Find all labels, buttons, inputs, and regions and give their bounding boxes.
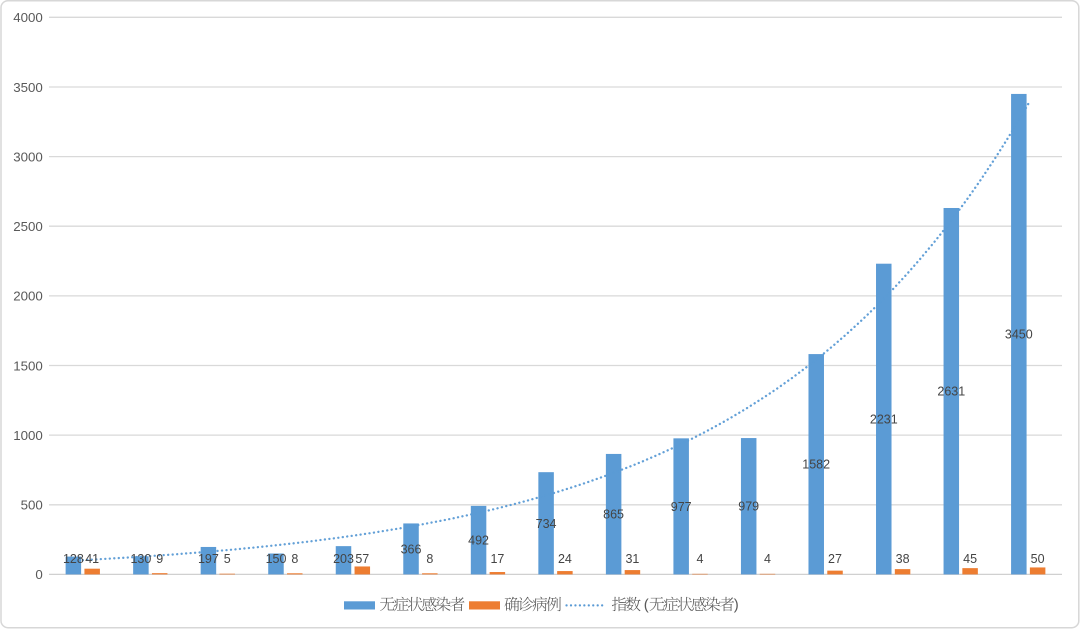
svg-text:(: ( [644, 597, 649, 614]
svg-text:8: 8 [426, 552, 433, 566]
svg-text:128: 128 [63, 552, 84, 566]
svg-text:4: 4 [697, 552, 704, 566]
svg-text:5: 5 [224, 552, 231, 566]
svg-text:500: 500 [21, 498, 43, 513]
svg-text:0: 0 [35, 567, 42, 582]
svg-text:2631: 2631 [937, 385, 965, 399]
svg-text:734: 734 [536, 517, 557, 531]
svg-text:366: 366 [401, 542, 422, 556]
svg-text:24: 24 [558, 552, 572, 566]
svg-text:203: 203 [333, 552, 354, 566]
svg-text:977: 977 [671, 500, 692, 514]
svg-text:979: 979 [738, 500, 759, 514]
svg-text:1500: 1500 [13, 358, 43, 373]
svg-text:2500: 2500 [13, 219, 43, 234]
svg-text:4: 4 [764, 552, 771, 566]
svg-text:27: 27 [828, 552, 842, 566]
svg-text:4000: 4000 [13, 10, 43, 25]
svg-text:57: 57 [355, 552, 369, 566]
svg-text:3450: 3450 [1005, 328, 1033, 342]
svg-text:492: 492 [468, 534, 489, 548]
svg-text:865: 865 [603, 508, 624, 522]
svg-text:197: 197 [198, 552, 219, 566]
svg-text:45: 45 [963, 552, 977, 566]
svg-text:1582: 1582 [802, 458, 830, 472]
svg-text:2000: 2000 [13, 289, 43, 304]
svg-text:9: 9 [156, 552, 163, 566]
svg-text:38: 38 [896, 552, 910, 566]
svg-text:3500: 3500 [13, 80, 43, 95]
svg-text:8: 8 [291, 552, 298, 566]
svg-text:): ) [734, 597, 739, 614]
svg-text:3000: 3000 [13, 149, 43, 164]
svg-text:130: 130 [130, 552, 151, 566]
svg-text:17: 17 [490, 552, 504, 566]
svg-text:1000: 1000 [13, 428, 43, 443]
svg-text:150: 150 [266, 552, 287, 566]
svg-text:41: 41 [85, 552, 99, 566]
svg-text:50: 50 [1031, 552, 1045, 566]
svg-text:31: 31 [625, 552, 639, 566]
svg-text:2231: 2231 [870, 413, 898, 427]
